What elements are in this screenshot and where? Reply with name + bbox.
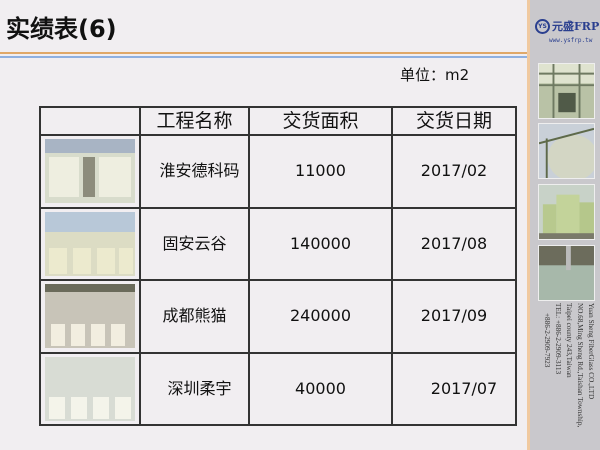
table-row: 固安云谷 140000 2017/08 xyxy=(39,206,517,281)
header-date: 交货日期 xyxy=(391,106,517,136)
delivery-area: 140000 xyxy=(248,206,393,281)
project-photo xyxy=(45,211,135,276)
project-name: 成都熊猫 xyxy=(139,279,250,354)
phone-line: +886-2-2909-7923 xyxy=(543,313,551,368)
table-row: 淮安德科码 11000 2017/02 xyxy=(39,134,517,209)
header-area: 交货面积 xyxy=(248,106,393,136)
delivery-area: 240000 xyxy=(248,279,393,354)
logo-name: 元盛FRP xyxy=(552,19,600,33)
divider xyxy=(0,56,527,58)
header-project-name: 工程名称 xyxy=(139,106,250,136)
address-line: Taipei county 243,Taiwan xyxy=(565,303,573,378)
delivery-date: 2017/02 xyxy=(391,134,517,209)
delivery-date: 2017/08 xyxy=(391,206,517,281)
factory-photo-tank xyxy=(538,123,595,179)
side-panel: YS 元盛FRP www.ysfrp.tw Yuan Sheng FiberGl… xyxy=(527,0,600,450)
phone-line: TEL: +886-2-2909-3113 xyxy=(554,303,562,375)
project-photo xyxy=(45,284,135,349)
factory-photo-structure xyxy=(538,63,595,119)
project-name: 固安云谷 xyxy=(139,206,250,281)
delivery-area: 11000 xyxy=(248,134,393,209)
project-name: 淮安德科码 xyxy=(139,134,250,209)
company-address: Yuan Sheng FiberGlass CO.,LTD NO.68,Ming… xyxy=(538,303,596,445)
delivery-area: 40000 xyxy=(248,351,393,426)
unit-label: 单位：m2 xyxy=(400,66,470,84)
photo-cell xyxy=(39,351,141,426)
table-header: 工程名称 交货面积 交货日期 xyxy=(39,106,517,136)
factory-photo-silos xyxy=(538,184,595,240)
logo: YS 元盛FRP xyxy=(535,18,599,35)
header-photo xyxy=(39,106,141,136)
project-photo xyxy=(45,139,135,204)
factory-photo-floor xyxy=(538,245,595,301)
photo-cell xyxy=(39,134,141,209)
logo-url: www.ysfrp.tw xyxy=(549,37,593,44)
logo-badge-icon: YS xyxy=(535,19,550,34)
table-row: 成都熊猫 240000 2017/09 xyxy=(39,279,517,354)
delivery-date: 2017/07 xyxy=(391,351,517,426)
brand-block: YS 元盛FRP www.ysfrp.tw xyxy=(535,18,600,45)
company-name: Yuan Sheng FiberGlass CO.,LTD xyxy=(587,303,595,400)
performance-table: 工程名称 交货面积 交货日期 淮安德科码 11000 2017/02 固安云谷 … xyxy=(39,106,517,426)
project-name: 深圳柔宇 xyxy=(139,351,250,426)
divider xyxy=(0,52,527,54)
photo-cell xyxy=(39,206,141,281)
delivery-date: 2017/09 xyxy=(391,279,517,354)
page-title: 实绩表(6) xyxy=(6,15,117,43)
address-line: NO.68,Ming Sheng Rd.,Taishan Township, xyxy=(576,303,584,428)
project-photo xyxy=(45,356,135,421)
table-row: 深圳柔宇 40000 2017/07 xyxy=(39,351,517,426)
photo-cell xyxy=(39,279,141,354)
